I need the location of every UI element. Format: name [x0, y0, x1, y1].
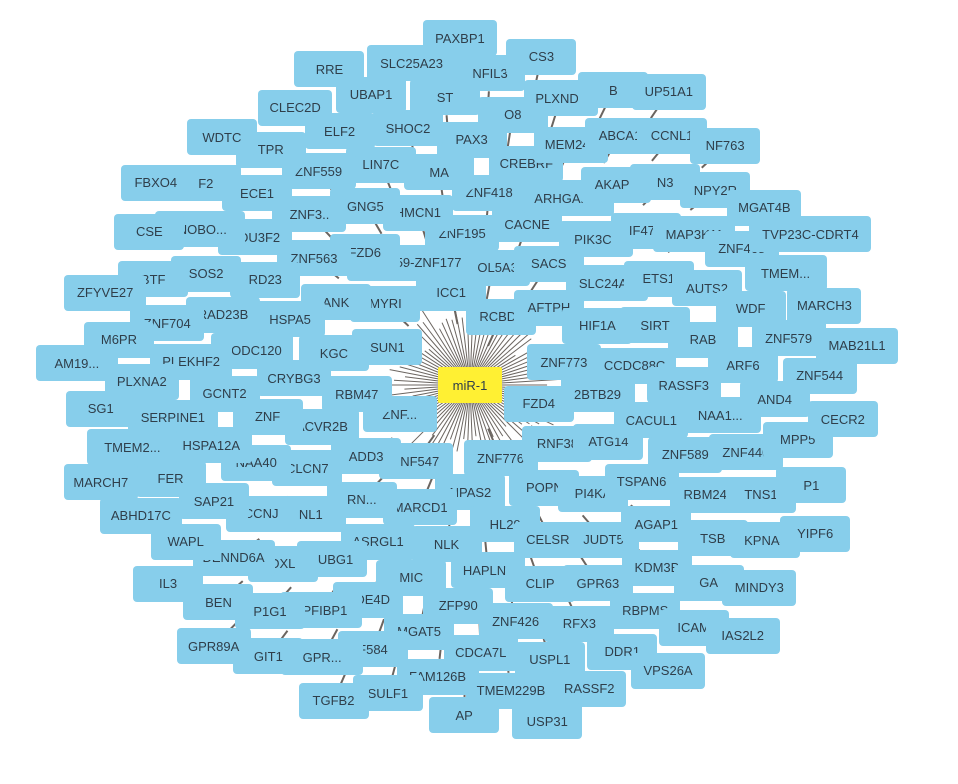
gene-node[interactable]: TMEM... [744, 255, 827, 292]
edge [506, 132, 512, 147]
gene-node[interactable]: FER [135, 460, 206, 497]
gene-node[interactable]: TMEM2... [87, 429, 178, 466]
edge [487, 428, 495, 442]
gene-node[interactable]: CLEC2D [258, 89, 333, 126]
gene-node[interactable]: MAB21L1 [816, 327, 898, 364]
gene-node[interactable]: ZNF426 [478, 603, 553, 640]
edge [378, 618, 385, 633]
gene-node[interactable]: CSE [114, 213, 185, 250]
gene-node[interactable]: RASSF2 [552, 670, 627, 707]
gene-node[interactable]: CS3 [506, 38, 577, 75]
gene-node[interactable]: UP51A1 [631, 73, 706, 110]
gene-node[interactable]: GPR89A [176, 628, 251, 665]
gene-node[interactable]: RBM47 [321, 376, 392, 413]
gene-node[interactable]: AP [429, 697, 500, 734]
gene-node[interactable]: AM19... [35, 345, 118, 382]
gene-node[interactable]: DDR1 [587, 633, 658, 670]
gene-node[interactable]: VPS26A [631, 652, 706, 689]
gene-node[interactable]: USP31 [512, 703, 583, 740]
gene-node[interactable]: ZFYVE27 [64, 274, 147, 311]
gene-node[interactable]: FBXO4 [120, 164, 191, 201]
gene-node[interactable]: IAS2L2 [705, 617, 780, 654]
gene-node[interactable]: CECR2 [807, 401, 878, 438]
gene-node[interactable]: SHOC2 [373, 110, 444, 147]
gene-node[interactable]: SG1 [65, 390, 136, 427]
edge [485, 285, 491, 300]
hub-node[interactable]: miR-1 [438, 367, 502, 403]
gene-node[interactable]: IL3 [133, 565, 204, 602]
gene-node[interactable]: ZNF579 [751, 320, 826, 357]
gene-node[interactable]: MARCH3 [787, 287, 862, 324]
gene-node[interactable]: ZNF773 [526, 344, 601, 381]
gene-node[interactable]: CRYBG3 [256, 360, 331, 397]
edge [487, 332, 495, 347]
gene-node[interactable]: RRE [294, 51, 365, 88]
edge [426, 477, 434, 492]
gene-node[interactable]: YIPF6 [780, 515, 851, 552]
gene-node[interactable]: PAXBP1 [422, 20, 497, 57]
gene-node[interactable]: ABHD17C [99, 497, 182, 534]
gene-node[interactable]: WDTC [186, 119, 257, 156]
gene-node[interactable]: NF763 [690, 127, 761, 164]
gene-node[interactable]: MARCH7 [63, 464, 138, 501]
gene-node[interactable]: UBAP1 [336, 76, 407, 113]
edge [453, 310, 459, 325]
gene-node[interactable]: M6PR [83, 321, 154, 358]
gene-node[interactable]: CACUL1 [614, 402, 689, 439]
gene-node[interactable]: MINDY3 [722, 569, 797, 606]
edge [598, 106, 607, 120]
gene-node[interactable]: P1 [776, 467, 847, 504]
edge [550, 115, 557, 130]
gene-node[interactable]: TVP23C-CDRT4 [749, 216, 872, 253]
gene-node[interactable]: HSPA5 [255, 301, 326, 337]
gene-node[interactable]: LIN7C [345, 146, 416, 183]
gene-node[interactable]: GPR63 [562, 565, 633, 602]
gene-node[interactable]: TGFB2 [298, 682, 369, 719]
gene-node[interactable]: CDCA7L [443, 634, 518, 671]
gene-node[interactable]: RD23 [230, 261, 301, 298]
